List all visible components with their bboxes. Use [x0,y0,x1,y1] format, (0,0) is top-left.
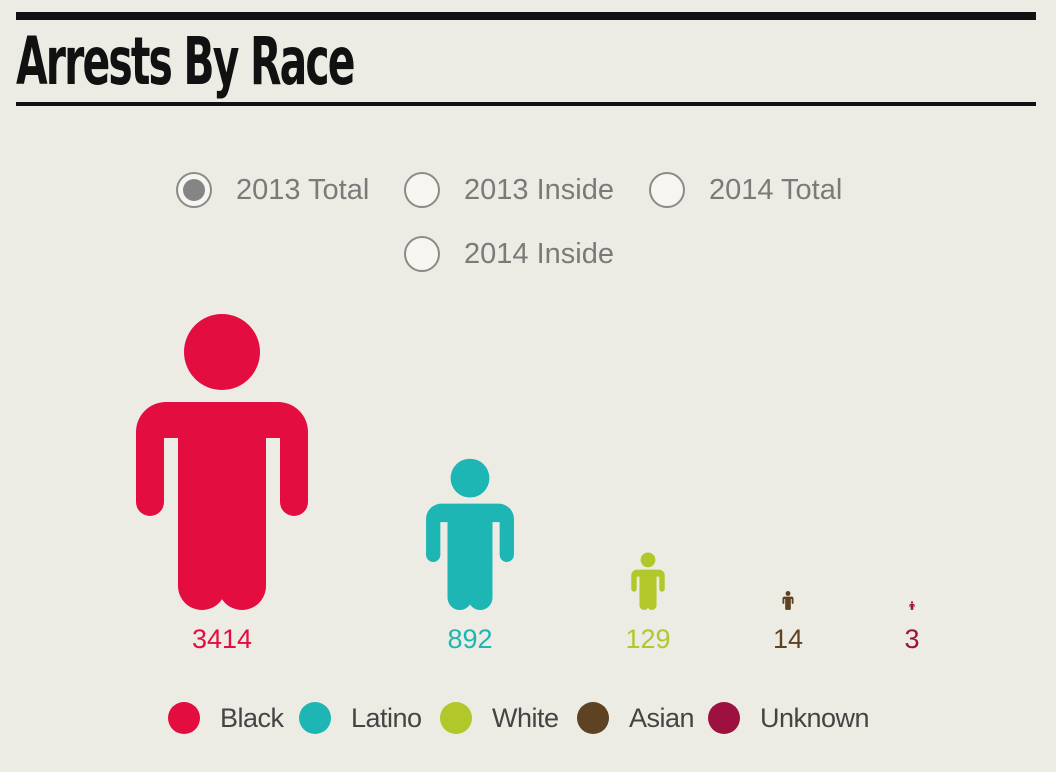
value-label-latino: 892 [447,624,492,654]
radio-2013-inside[interactable]: 2013 Inside [404,170,614,210]
person-icon-unknown [909,601,915,610]
legend-label: Black [220,702,284,733]
legend-item-unknown: Unknown [708,700,870,736]
page-title: Arrests By Race [16,23,356,100]
radio-label: 2014 Inside [464,237,614,270]
value-label-unknown: 3 [904,624,919,654]
value-label-white: 129 [625,624,670,654]
title-rule-top [16,12,1036,20]
title-rule-bottom [16,102,1036,106]
legend-item-black: Black [168,700,284,736]
arrests-chart: 3414 892 129 14 3 [136,314,920,654]
person-body [136,402,308,610]
radio-label: 2014 Total [709,173,843,206]
radio-circle[interactable] [649,172,685,208]
value-label-asian: 14 [773,624,803,654]
person-head [184,314,260,390]
legend-swatch [577,702,609,734]
radio-label: 2013 Inside [464,173,614,206]
person-icon-latino [426,458,514,610]
person-icon-black [136,314,308,610]
person-icon-white [631,552,665,610]
person-head [785,591,791,596]
person-icon-asian [782,591,794,610]
person-head [640,552,656,568]
person-head [450,458,490,498]
legend-label: Unknown [760,702,870,733]
legend-item-latino: Latino [299,700,422,736]
radio-2014-inside[interactable]: 2014 Inside [404,234,614,274]
legend-label: White [492,702,559,733]
legend-swatch [440,702,472,734]
person-body [909,603,915,610]
value-label-black: 3414 [192,624,252,654]
radio-2014-total[interactable]: 2014 Total [649,170,842,210]
radio-label: 2013 Total [236,173,370,206]
radio-2013-total[interactable]: 2013 Total [176,170,369,210]
radio-circle[interactable] [176,172,212,208]
legend-swatch [168,702,200,734]
person-body [426,503,514,610]
legend-label: Asian [629,702,695,733]
person-body [782,596,794,610]
legend-swatch [299,702,331,734]
person-head [910,601,914,604]
radio-circle[interactable] [404,236,440,272]
legend-swatch [708,702,740,734]
legend-item-asian: Asian [577,700,695,736]
person-body [631,569,665,610]
legend-item-white: White [440,700,559,736]
radio-circle[interactable] [404,172,440,208]
legend-label: Latino [351,702,422,733]
